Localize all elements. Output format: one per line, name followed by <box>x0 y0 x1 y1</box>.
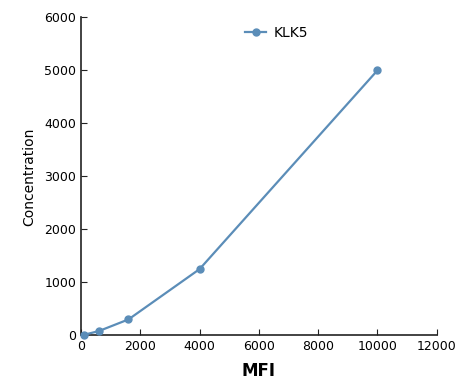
KLK5 <box>197 267 203 271</box>
Line: KLK5: KLK5 <box>81 67 381 338</box>
Legend: KLK5: KLK5 <box>240 20 313 45</box>
KLK5 <box>126 317 131 322</box>
KLK5 <box>96 329 102 334</box>
X-axis label: MFI: MFI <box>242 361 276 379</box>
Y-axis label: Concentration: Concentration <box>22 127 36 225</box>
KLK5 <box>81 332 87 337</box>
KLK5 <box>375 68 380 73</box>
